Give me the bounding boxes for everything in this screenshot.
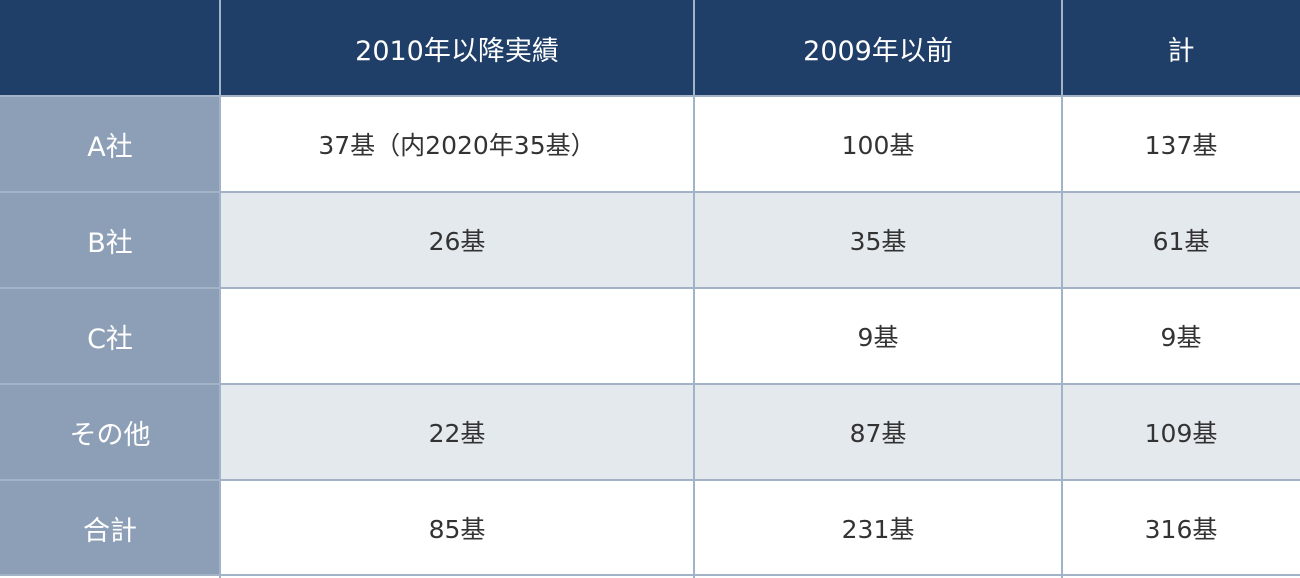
row-header: B社 xyxy=(0,192,220,288)
table-cell: 100基 xyxy=(694,96,1062,192)
column-header: 2009年以前 xyxy=(694,0,1062,96)
column-divider xyxy=(219,0,221,578)
column-header: 計 xyxy=(1062,0,1300,96)
row-divider xyxy=(0,191,1300,193)
column-header: 2010年以降実績 xyxy=(220,0,694,96)
table-cell: 137基 xyxy=(1062,96,1300,192)
table-cell: 231基 xyxy=(694,480,1062,576)
table-cell: 22基 xyxy=(220,384,694,480)
row-divider xyxy=(0,479,1300,481)
table-cell: 37基（内2020年35基） xyxy=(220,96,694,192)
table-cell: 87基 xyxy=(694,384,1062,480)
table-cell: 35基 xyxy=(694,192,1062,288)
row-divider xyxy=(0,95,1300,97)
table-cell: 109基 xyxy=(1062,384,1300,480)
row-header: A社 xyxy=(0,96,220,192)
table-cell: 26基 xyxy=(220,192,694,288)
table-cell xyxy=(220,288,694,384)
row-header: 合計 xyxy=(0,480,220,576)
row-header: その他 xyxy=(0,384,220,480)
row-divider xyxy=(0,287,1300,289)
table-cell: 316基 xyxy=(1062,480,1300,576)
column-divider xyxy=(1061,0,1063,578)
table-cell: 9基 xyxy=(1062,288,1300,384)
table-cell: 9基 xyxy=(694,288,1062,384)
column-divider xyxy=(693,0,695,578)
table-cell: 61基 xyxy=(1062,192,1300,288)
row-divider xyxy=(0,574,1300,576)
row-divider xyxy=(0,383,1300,385)
table-cell: 85基 xyxy=(220,480,694,576)
row-header: C社 xyxy=(0,288,220,384)
header-corner-cell xyxy=(0,0,220,96)
